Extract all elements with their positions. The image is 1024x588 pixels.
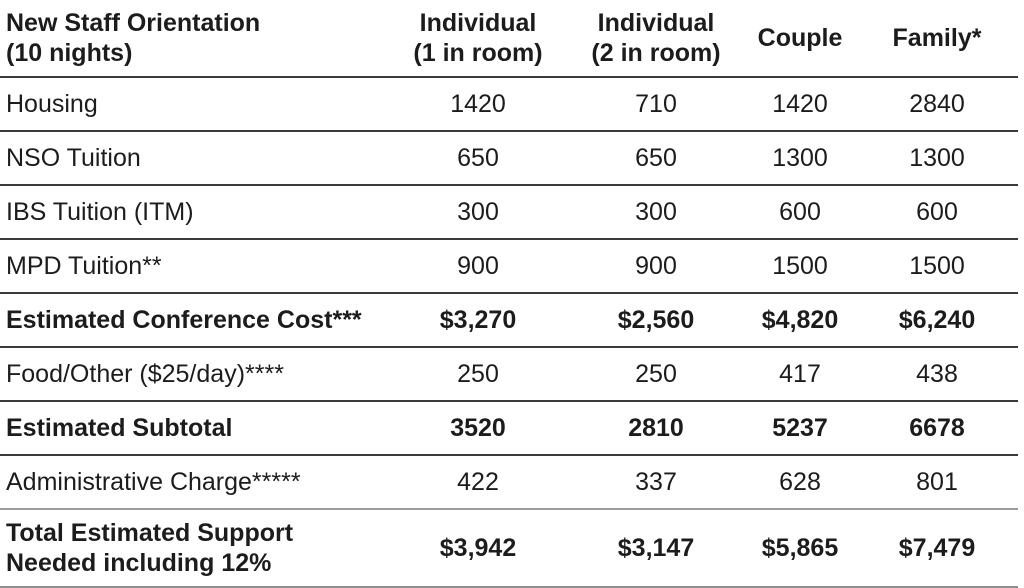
column-header-new-staff-orientation: New Staff Orientation (10 nights) — [6, 9, 261, 67]
cell-value: $4,820 — [761, 305, 839, 334]
cell-value: 1500 — [909, 251, 965, 280]
cell-value: $7,479 — [898, 533, 976, 562]
cell-value: 600 — [916, 197, 958, 226]
row-nso-tuition: NSO Tuition 650 650 1300 1300 — [0, 131, 1018, 185]
cell-value: 1500 — [772, 251, 828, 280]
row-label: Estimated Subtotal — [6, 413, 233, 442]
cell-value: 600 — [779, 197, 821, 226]
row-administrative-charge: Administrative Charge***** 422 337 628 8… — [0, 455, 1018, 509]
cell-value: $2,560 — [617, 305, 695, 334]
table-header-row: New Staff Orientation (10 nights) Indivi… — [0, 0, 1018, 77]
cell-value: 417 — [779, 359, 821, 388]
cell-value: 900 — [635, 251, 677, 280]
cell-value: 1300 — [772, 143, 828, 172]
cell-value: 300 — [457, 197, 499, 226]
cell-value: 250 — [635, 359, 677, 388]
row-housing: Housing 1420 710 1420 2840 — [0, 77, 1018, 131]
cell-value: 1420 — [450, 89, 506, 118]
row-label: Housing — [6, 89, 98, 118]
cell-value: 650 — [635, 143, 677, 172]
cell-value: 300 — [635, 197, 677, 226]
cell-value: 337 — [635, 467, 677, 496]
row-ibs-tuition: IBS Tuition (ITM) 300 300 600 600 — [0, 185, 1018, 239]
row-label: Administrative Charge***** — [6, 467, 301, 496]
column-header-individual-2-in-room: Individual (2 in room) — [591, 9, 721, 67]
cell-value: 1300 — [909, 143, 965, 172]
row-label: MPD Tuition** — [6, 251, 162, 280]
row-label: Estimated Conference Cost*** — [6, 305, 362, 334]
row-label: NSO Tuition — [6, 143, 141, 172]
cell-value: 2840 — [909, 89, 965, 118]
cell-value: 2810 — [628, 413, 684, 442]
row-estimated-conference-cost: Estimated Conference Cost*** $3,270 $2,5… — [0, 293, 1018, 347]
cell-value: 628 — [779, 467, 821, 496]
cell-value: $3,147 — [617, 533, 695, 562]
cell-value: 710 — [635, 89, 677, 118]
cell-value: 1420 — [772, 89, 828, 118]
cell-value: 6678 — [909, 413, 965, 442]
cell-value: 900 — [457, 251, 499, 280]
cell-value: 5237 — [772, 413, 828, 442]
cell-value: 438 — [916, 359, 958, 388]
row-food-other: Food/Other ($25/day)**** 250 250 417 438 — [0, 347, 1018, 401]
cell-value: $5,865 — [761, 533, 839, 562]
cell-value: 3520 — [450, 413, 506, 442]
row-label: IBS Tuition (ITM) — [6, 197, 194, 226]
row-label: Food/Other ($25/day)**** — [6, 359, 284, 388]
row-estimated-subtotal: Estimated Subtotal 3520 2810 5237 6678 — [0, 401, 1018, 455]
column-header-family: Family* — [892, 23, 982, 52]
cell-value: $6,240 — [898, 305, 976, 334]
row-mpd-tuition: MPD Tuition** 900 900 1500 1500 — [0, 239, 1018, 293]
column-header-individual-1-in-room: Individual (1 in room) — [413, 9, 543, 67]
cell-value: 422 — [457, 467, 499, 496]
row-total-estimated-support: Total Estimated Support Needed including… — [0, 509, 1018, 587]
column-header-couple: Couple — [757, 23, 843, 52]
cell-value: 650 — [457, 143, 499, 172]
cell-value: 250 — [457, 359, 499, 388]
cell-value: $3,270 — [439, 305, 517, 334]
cell-value: 801 — [916, 467, 958, 496]
cell-value: $3,942 — [439, 533, 517, 562]
row-label: Total Estimated Support Needed including… — [6, 519, 294, 577]
